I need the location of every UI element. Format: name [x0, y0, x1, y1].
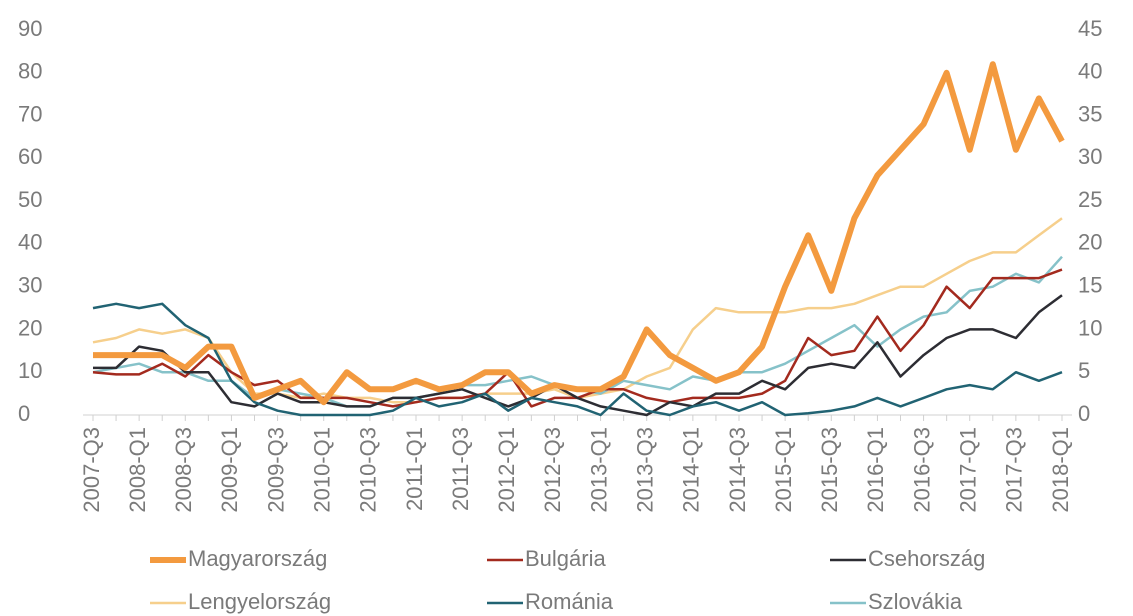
x-tick-label: 2010-Q3 — [356, 427, 381, 513]
y2-tick-label: 5 — [1078, 358, 1090, 383]
legend-label: Csehország — [868, 546, 985, 571]
y-tick-label: 50 — [18, 187, 42, 212]
y-tick-label: 20 — [18, 315, 42, 340]
y-tick-label: 80 — [18, 59, 42, 84]
series-line — [92, 217, 1063, 404]
y-tick-label: 90 — [18, 16, 42, 41]
x-tick-label: 2009-Q1 — [217, 427, 242, 513]
y-tick-label: 10 — [18, 358, 42, 383]
x-tick-label: 2007-Q3 — [79, 427, 104, 513]
y2-tick-label: 0 — [1078, 401, 1090, 426]
y2-tick-label: 10 — [1078, 315, 1102, 340]
legend-label: Bulgária — [525, 546, 606, 571]
x-tick-label: 2011-Q1 — [402, 427, 427, 511]
y-tick-label: 0 — [18, 401, 30, 426]
y-tick-label: 60 — [18, 144, 42, 169]
x-tick-label: 2012-Q3 — [540, 427, 565, 513]
x-tick-label: 2010-Q1 — [310, 427, 335, 513]
x-tick-label: 2013-Q1 — [586, 427, 611, 513]
x-tick-label: 2011-Q3 — [448, 427, 473, 511]
x-tick-label: 2017-Q3 — [1002, 427, 1027, 513]
x-tick-label: 2008-Q3 — [171, 427, 196, 513]
x-tick-label: 2013-Q3 — [633, 427, 658, 513]
x-tick-label: 2015-Q1 — [771, 427, 796, 513]
x-tick-label: 2015-Q3 — [817, 427, 842, 513]
series-line — [93, 294, 1063, 417]
x-tick-label: 2016-Q1 — [863, 427, 888, 513]
y-tick-label: 40 — [18, 230, 42, 255]
x-tick-label: 2017-Q1 — [956, 427, 981, 513]
legend-label: Lengyelország — [188, 589, 331, 614]
x-tick-label: 2014-Q3 — [725, 427, 750, 513]
x-tick-label: 2012-Q1 — [494, 427, 519, 513]
y2-tick-label: 20 — [1078, 230, 1102, 255]
legend-label: Magyarország — [188, 546, 327, 571]
legend-label: Szlovákia — [868, 589, 963, 614]
series-line — [92, 302, 1063, 417]
x-tick-label: 2014-Q1 — [679, 427, 704, 513]
y2-tick-label: 30 — [1078, 144, 1102, 169]
legend-label: Románia — [525, 589, 614, 614]
x-tick-label: 2018-Q1 — [1048, 427, 1073, 513]
y-tick-label: 30 — [18, 272, 42, 297]
series-line — [93, 61, 1065, 406]
x-tick-label: 2009-Q3 — [263, 427, 288, 513]
y2-tick-label: 25 — [1078, 187, 1102, 212]
y2-tick-label: 40 — [1078, 59, 1102, 84]
y2-tick-label: 15 — [1078, 272, 1102, 297]
y2-tick-label: 45 — [1078, 16, 1102, 41]
x-tick-label: 2008-Q1 — [125, 427, 150, 513]
x-tick-label: 2016-Q3 — [909, 427, 934, 513]
y2-tick-label: 35 — [1078, 101, 1102, 126]
y-tick-label: 70 — [18, 101, 42, 126]
